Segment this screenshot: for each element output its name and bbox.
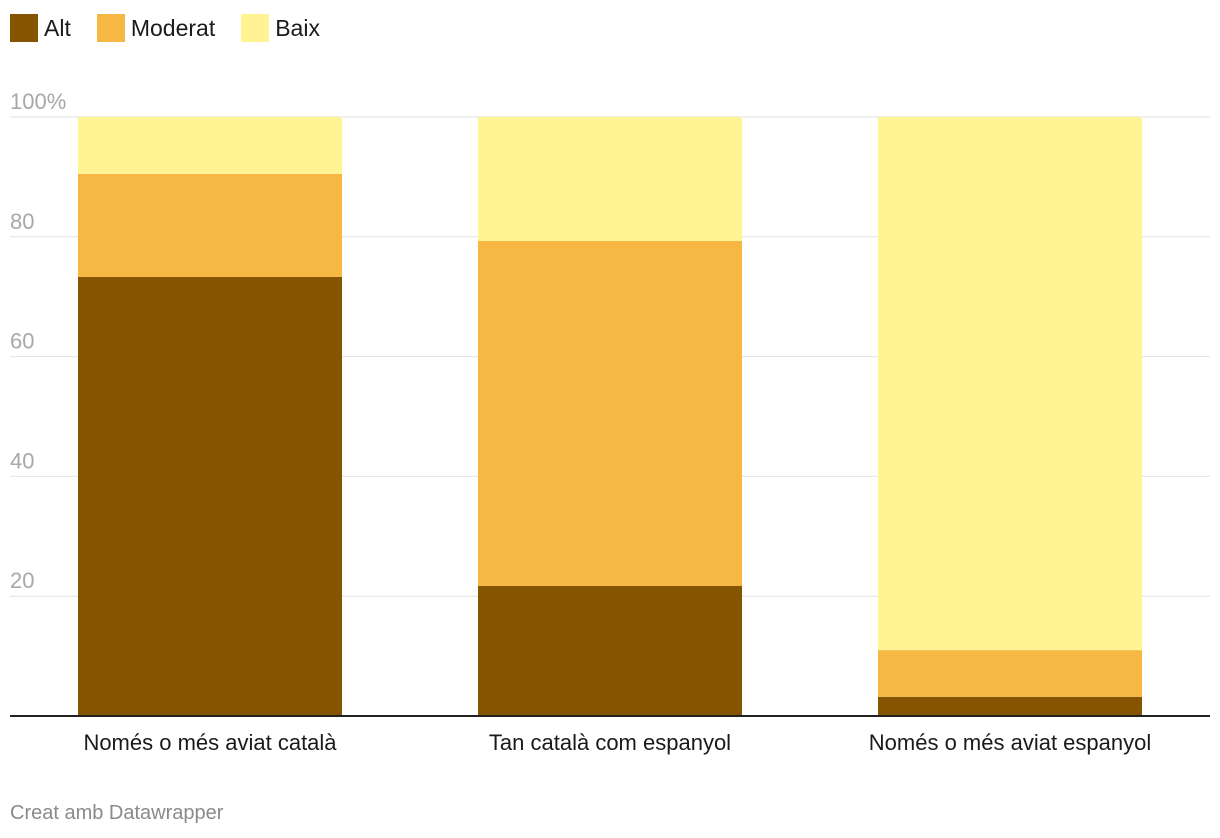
legend-swatch-baix xyxy=(241,14,270,42)
y-tick-label: 100% xyxy=(10,89,66,114)
stacked-bar-chart: 20 40 60 80 100% Només o més aviat català Tan… xyxy=(10,89,1210,755)
legend-swatch-moderat xyxy=(96,14,125,42)
legend-label-moderat: Moderat xyxy=(130,14,216,41)
legend-item-baix: Baix xyxy=(241,14,320,42)
y-axis-ticks: 20 40 60 80 100% xyxy=(10,89,66,593)
bars xyxy=(78,117,1142,716)
bar-segment-baix xyxy=(78,117,342,174)
bar-segment-alt xyxy=(78,276,342,716)
x-tick-label: Només o més aviat espanyol xyxy=(869,730,1151,755)
bar-segment-moderat xyxy=(878,650,1142,697)
legend-item-moderat: Moderat xyxy=(96,14,216,42)
bar-segment-moderat xyxy=(78,173,342,277)
credit-text: Creat amb Datawrapper xyxy=(10,802,224,824)
bar-segment-baix xyxy=(478,117,742,241)
bar-segment-alt xyxy=(478,586,742,716)
bar-segment-baix xyxy=(878,117,1142,651)
bar-segment-moderat xyxy=(478,240,742,587)
x-tick-label: Només o més aviat català xyxy=(83,730,337,755)
legend-label-alt: Alt xyxy=(44,14,71,41)
y-tick-label: 80 xyxy=(10,209,34,234)
legend-label-baix: Baix xyxy=(275,14,320,41)
y-tick-label: 40 xyxy=(10,448,34,473)
legend-swatch-alt xyxy=(10,14,38,42)
y-tick-label: 60 xyxy=(10,329,34,354)
x-tick-label: Tan català com espanyol xyxy=(489,730,731,755)
x-axis-ticks: Només o més aviat català Tan català com e… xyxy=(83,730,1151,755)
legend: Alt Moderat Baix xyxy=(10,14,346,42)
legend-item-alt: Alt xyxy=(10,14,71,42)
bar-segment-alt xyxy=(878,696,1142,716)
y-tick-label: 20 xyxy=(10,568,34,593)
